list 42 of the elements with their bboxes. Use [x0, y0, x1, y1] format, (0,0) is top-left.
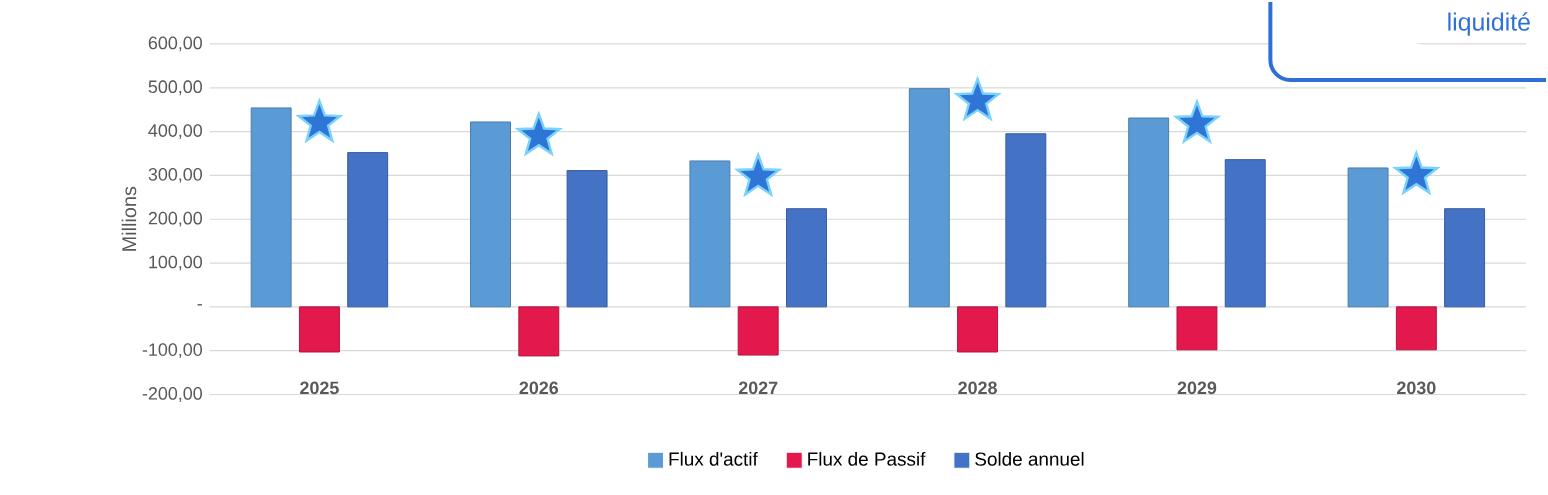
legend-label: Flux d'actif: [669, 451, 758, 466]
bar: [518, 306, 560, 357]
y-axis-title: Millions: [121, 186, 137, 251]
bar: [689, 160, 731, 308]
bar: [908, 87, 950, 308]
legend-label: Flux de Passif: [808, 451, 926, 466]
bar: [1176, 306, 1218, 351]
bar: [1347, 167, 1389, 308]
point: [953, 75, 1002, 122]
bar: [566, 169, 608, 308]
bar: [737, 306, 779, 356]
x-tick-label: 2027: [738, 381, 778, 395]
bar: [250, 107, 292, 308]
y-tick-label: 400,00: [148, 124, 202, 139]
y-tick-label: 500,00: [148, 80, 202, 95]
y-tick-label: 200,00: [148, 211, 202, 227]
chart-title: liquidité: [1448, 12, 1530, 36]
point: [734, 151, 783, 197]
y-tick-label: 600,00: [148, 36, 202, 52]
bar: [957, 306, 999, 353]
point: [514, 110, 563, 157]
bar: [347, 151, 389, 308]
x-tick-label: 2025: [300, 381, 339, 395]
x-tick-label: 2029: [1177, 381, 1217, 395]
point: [1392, 149, 1441, 196]
legend-label: Solde annuel: [975, 451, 1084, 466]
x-tick-label: 2028: [958, 381, 997, 395]
bar: [298, 306, 340, 353]
y-tick-label: 100,00: [149, 255, 202, 271]
y-tick-label: -200,00: [142, 386, 202, 402]
bar: [1128, 117, 1170, 308]
y-tick-label: 300,00: [148, 167, 202, 183]
bar: [1224, 158, 1266, 308]
bar: [1444, 208, 1486, 308]
x-tick-label: 2030: [1397, 381, 1436, 395]
bar: [470, 121, 512, 308]
bar: [785, 208, 827, 308]
y-tick-label: -: [197, 303, 202, 306]
bar: [1005, 133, 1047, 308]
y-tick-label: -100,00: [142, 343, 202, 358]
bar: [1395, 306, 1437, 351]
x-tick-label: 2026: [519, 381, 559, 395]
